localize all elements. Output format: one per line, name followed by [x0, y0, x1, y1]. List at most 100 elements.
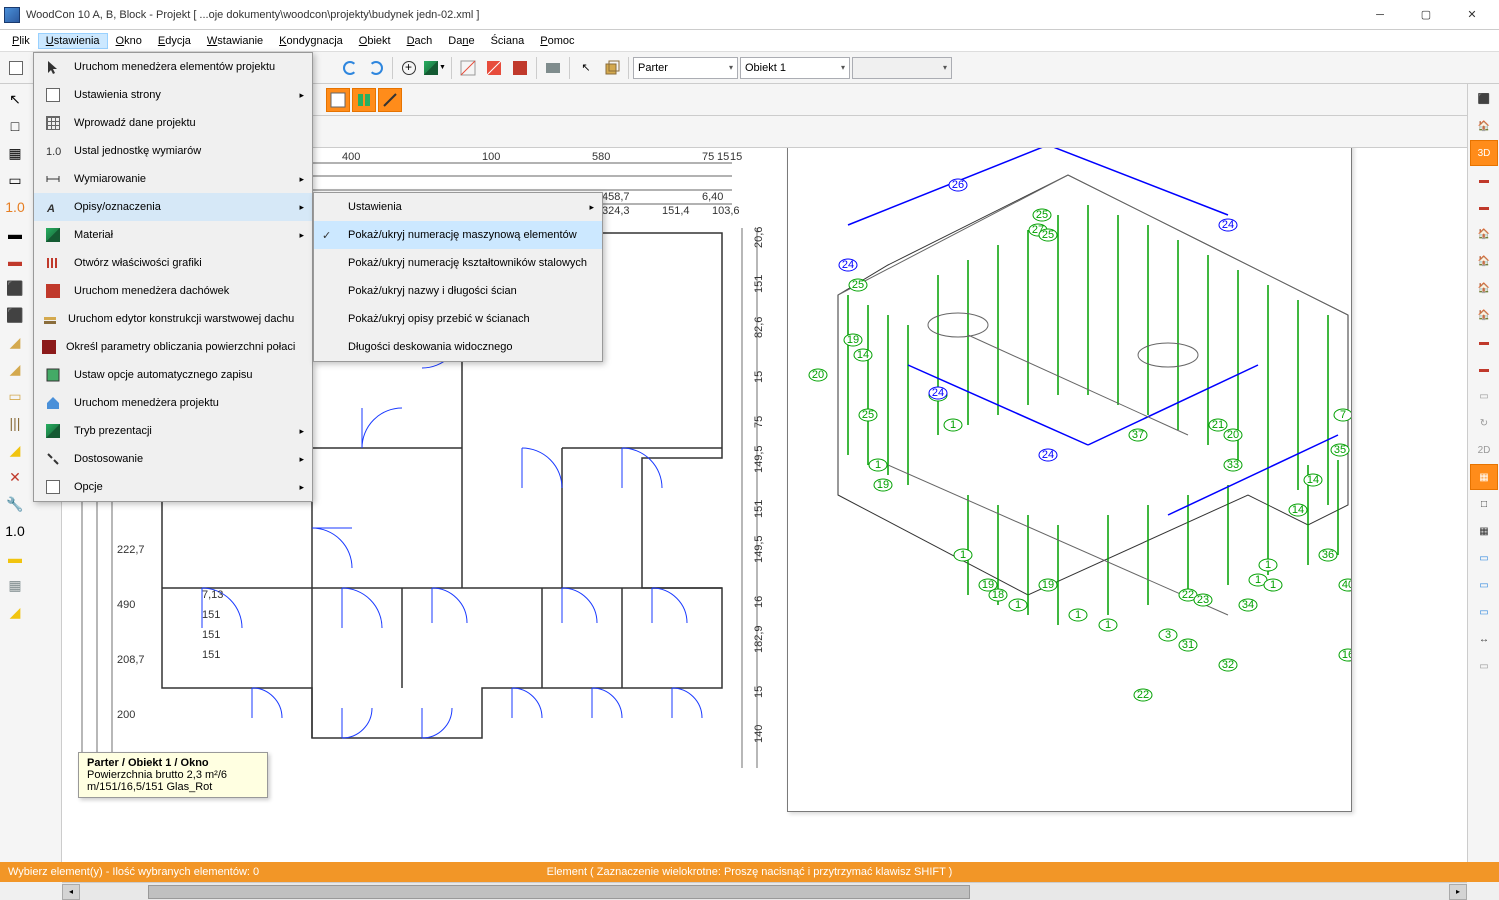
right-btn-21[interactable]: ▭: [1470, 653, 1498, 679]
dd-item-uruchom-edytor-konstrukcj[interactable]: Uruchom edytor konstrukcji warstwowej da…: [34, 305, 312, 333]
right-btn-11[interactable]: ▭: [1470, 383, 1498, 409]
leftcol1-btn-17[interactable]: ▬: [2, 545, 28, 571]
right-btn-10[interactable]: ▬: [1470, 356, 1498, 382]
right-btn-8[interactable]: 🏠: [1470, 302, 1498, 328]
right-btn-5[interactable]: 🏠: [1470, 221, 1498, 247]
dd-item-uruchom-mened-era-dach-we[interactable]: Uruchom menedżera dachówek: [34, 277, 312, 305]
right-btn-12[interactable]: ↻: [1470, 410, 1498, 436]
leftcol1-btn-9[interactable]: ◢: [2, 329, 28, 355]
leftcol1-btn-14[interactable]: ✕: [2, 464, 28, 490]
redo-button[interactable]: [364, 56, 388, 80]
leftcol1-btn-11[interactable]: ▭: [2, 383, 28, 409]
dd-item-okre-l-parametry-obliczan[interactable]: Określ parametry obliczania powierzchni …: [34, 333, 312, 361]
layer3-button[interactable]: [508, 56, 532, 80]
leftcol1-btn-8[interactable]: ⬛: [2, 302, 28, 328]
leftcol1-btn-4[interactable]: 1.0: [2, 194, 28, 220]
dd-item-uruchom-mened-era-projekt[interactable]: Uruchom menedżera projektu: [34, 389, 312, 417]
menu-ustawienia[interactable]: Ustawienia: [38, 33, 108, 49]
leftcol1-btn-0[interactable]: ↖: [2, 86, 28, 112]
dds-item-poka-ukryj-numeracj-maszynow-e[interactable]: ✓Pokaż/ukryj numerację maszynową element…: [314, 221, 602, 249]
leftcol1-btn-18[interactable]: ▦: [2, 572, 28, 598]
leftcol1-btn-12[interactable]: |||: [2, 410, 28, 436]
dd-item-otw-rz-w-a-ciwo-ci-grafik[interactable]: Otwórz właściwości grafiki: [34, 249, 312, 277]
right-btn-13[interactable]: 2D: [1470, 437, 1498, 463]
leftcol1-btn-1[interactable]: □: [2, 113, 28, 139]
menu-kondygnacja[interactable]: Kondygnacja: [271, 33, 351, 49]
leftcol1-btn-13[interactable]: ◢: [2, 437, 28, 463]
leftcol1-btn-19[interactable]: ◢: [2, 599, 28, 625]
menu-dane[interactable]: Dane: [440, 33, 482, 49]
settings-dropdown[interactable]: Uruchom menedżera elementów projektuUsta…: [33, 52, 313, 502]
box3d-button[interactable]: [600, 56, 624, 80]
mode1-button[interactable]: [326, 88, 350, 112]
right-btn-6[interactable]: 🏠: [1470, 248, 1498, 274]
dd-item-materia-[interactable]: Materiał▸: [34, 221, 312, 249]
object-select[interactable]: Obiekt 1▾: [740, 57, 850, 79]
dd-item-wprowad-dane-projektu[interactable]: Wprowadź dane projektu: [34, 109, 312, 137]
right-btn-0[interactable]: ⬛: [1470, 86, 1498, 112]
right-btn-9[interactable]: ▬: [1470, 329, 1498, 355]
right-btn-4[interactable]: ▬: [1470, 194, 1498, 220]
menu-plik[interactable]: Plik: [4, 33, 38, 49]
dd-item-wymiarowanie[interactable]: Wymiarowanie▸: [34, 165, 312, 193]
dds-item-poka-ukryj-opisy-przebi-w-cian[interactable]: Pokaż/ukryj opisy przebić w ścianach: [314, 305, 602, 333]
target-button[interactable]: [397, 56, 421, 80]
leftcol1-btn-6[interactable]: ▬: [2, 248, 28, 274]
right-btn-14[interactable]: ▦: [1470, 464, 1498, 490]
right-btn-7[interactable]: 🏠: [1470, 275, 1498, 301]
right-btn-15[interactable]: □: [1470, 491, 1498, 517]
leftcol1-btn-5[interactable]: ▬: [2, 221, 28, 247]
perspective-view-window[interactable]: 3 : Rysunek perspektywiczny ─ ▢ ✕: [787, 148, 1352, 812]
menu-wstawianie[interactable]: Wstawianie: [199, 33, 271, 49]
third-select[interactable]: ▾: [852, 57, 952, 79]
right-btn-20[interactable]: ↔: [1470, 626, 1498, 652]
dds-item-d-ugo-ci-deskowania-widocznego[interactable]: Długości deskowania widocznego: [314, 333, 602, 361]
menu-edycja[interactable]: Edycja: [150, 33, 199, 49]
right-btn-16[interactable]: ▦: [1470, 518, 1498, 544]
dd-item-tryb-prezentacji[interactable]: Tryb prezentacji▸: [34, 417, 312, 445]
pointer-button[interactable]: ↖: [574, 56, 598, 80]
dds-item-poka-ukryj-numeracj-kszta-town[interactable]: Pokaż/ukryj numerację kształtowników sta…: [314, 249, 602, 277]
dd-item-dostosowanie[interactable]: Dostosowanie▸: [34, 445, 312, 473]
dd-item-opisy-oznaczenia[interactable]: AOpisy/oznaczenia▸: [34, 193, 312, 221]
dd-item-ustal-jednostk-wymiar-w[interactable]: 1.0Ustal jednostkę wymiarów: [34, 137, 312, 165]
dds-item-poka-ukryj-nazwy-i-d-ugo-ci-ci[interactable]: Pokaż/ukryj nazwy i długości ścian: [314, 277, 602, 305]
right-btn-19[interactable]: ▭: [1470, 599, 1498, 625]
perspective-body[interactable]: 2527251914201191252419181119113721202223…: [788, 148, 1351, 811]
right-btn-17[interactable]: ▭: [1470, 545, 1498, 571]
dd-item-opcje[interactable]: Opcje▸: [34, 473, 312, 501]
dd-item-uruchom-mened-era-element[interactable]: Uruchom menedżera elementów projektu: [34, 53, 312, 81]
right-btn-2[interactable]: 3D: [1470, 140, 1498, 166]
menu-obiekt[interactable]: Obiekt: [351, 33, 399, 49]
menu-okno[interactable]: Okno: [108, 33, 150, 49]
close-button[interactable]: ✕: [1449, 1, 1495, 29]
right-btn-3[interactable]: ▬: [1470, 167, 1498, 193]
right-btn-18[interactable]: ▭: [1470, 572, 1498, 598]
dds-item-ustawienia[interactable]: Ustawienia▸: [314, 193, 602, 221]
undo-button[interactable]: [338, 56, 362, 80]
dd-item-ustaw-opcje-automatyczneg[interactable]: Ustaw opcje automatycznego zapisu: [34, 361, 312, 389]
leftcol1-btn-2[interactable]: ▦: [2, 140, 28, 166]
cube-button[interactable]: ▼: [423, 56, 447, 80]
new-file-button[interactable]: [4, 56, 28, 80]
menu-dach[interactable]: Dach: [399, 33, 441, 49]
minimize-button[interactable]: ─: [1357, 1, 1403, 29]
menu-pomoc[interactable]: Pomoc: [532, 33, 582, 49]
horizontal-scrollbar[interactable]: ◂ ▸: [62, 882, 1467, 900]
right-btn-1[interactable]: 🏠: [1470, 113, 1498, 139]
mode3-button[interactable]: [378, 88, 402, 112]
layer2-button[interactable]: [482, 56, 506, 80]
scroll-left-button[interactable]: ◂: [62, 884, 80, 900]
labels-submenu[interactable]: Ustawienia▸✓Pokaż/ukryj numerację maszyn…: [313, 192, 603, 362]
leftcol1-btn-7[interactable]: ⬛: [2, 275, 28, 301]
leftcol1-btn-15[interactable]: 🔧: [2, 491, 28, 517]
leftcol1-btn-10[interactable]: ◢: [2, 356, 28, 382]
dd-item-ustawienia-strony[interactable]: Ustawienia strony▸: [34, 81, 312, 109]
layer1-button[interactable]: [456, 56, 480, 80]
mode2-button[interactable]: [352, 88, 376, 112]
level-select[interactable]: Parter▾: [633, 57, 738, 79]
leftcol1-btn-16[interactable]: 1.0: [2, 518, 28, 544]
maximize-button[interactable]: ▢: [1403, 1, 1449, 29]
scroll-thumb[interactable]: [148, 885, 969, 899]
leftcol1-btn-3[interactable]: ▭: [2, 167, 28, 193]
